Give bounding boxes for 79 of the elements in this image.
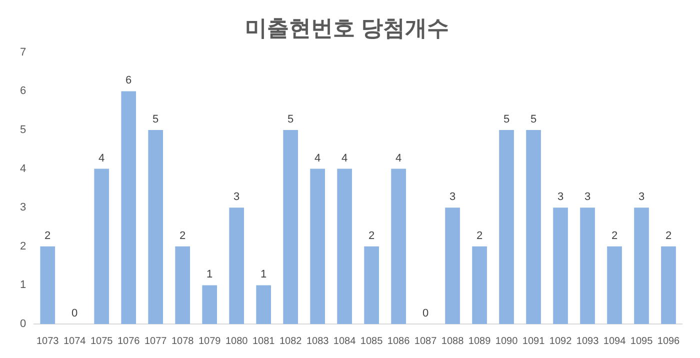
data-label: 5	[530, 114, 537, 126]
x-tick-label: 1075	[90, 336, 114, 347]
chart-title: 미출현번호 당첨개수	[244, 15, 450, 40]
bar	[175, 246, 190, 324]
bar	[94, 168, 110, 324]
bar	[229, 208, 244, 324]
data-label: 3	[638, 191, 645, 204]
x-tick-label: 1090	[495, 336, 518, 347]
data-label: 3	[557, 191, 564, 204]
bar	[283, 130, 298, 324]
x-tick-label: 1079	[198, 336, 222, 347]
data-label: 5	[288, 114, 294, 126]
x-tick-label: 1089	[468, 336, 492, 347]
bar	[580, 208, 595, 324]
bar	[40, 246, 56, 324]
x-tick-label: 1085	[360, 336, 384, 347]
bar	[661, 246, 676, 324]
x-tick-label: 1092	[549, 336, 572, 347]
x-tick-label: 1088	[441, 336, 464, 347]
bar	[121, 91, 136, 324]
data-label: 0	[72, 308, 78, 320]
x-tick-label: 1081	[252, 336, 276, 347]
y-tick-label: 6	[20, 85, 26, 98]
bar	[445, 208, 460, 324]
data-label: 3	[584, 191, 591, 204]
data-label: 1	[206, 268, 213, 281]
x-tick-label: 1091	[522, 336, 546, 347]
data-label: 5	[152, 114, 159, 126]
data-label: 2	[476, 230, 483, 242]
data-label: 2	[180, 230, 186, 242]
x-tick-label: 1095	[630, 336, 654, 347]
x-tick-label: 1080	[225, 336, 248, 347]
bar	[310, 168, 325, 324]
data-label: 4	[342, 152, 348, 164]
bar	[202, 285, 218, 324]
data-label: 5	[503, 114, 510, 126]
data-label: 2	[368, 230, 375, 242]
bar	[526, 130, 541, 324]
x-tick-label: 1093	[576, 336, 600, 347]
bar	[607, 246, 622, 324]
x-tick-label: 1083	[306, 336, 330, 347]
data-label: 1	[260, 268, 267, 281]
y-tick-label: 4	[20, 162, 26, 175]
bar	[472, 246, 487, 324]
x-tick-label: 1077	[144, 336, 168, 347]
bar	[634, 208, 649, 324]
x-tick-label: 1076	[117, 336, 140, 347]
data-label: 2	[665, 230, 672, 242]
data-label: 0	[422, 308, 429, 320]
y-tick-label: 0	[20, 318, 26, 330]
bar	[391, 168, 406, 324]
bar	[364, 246, 379, 324]
y-tick-label: 3	[20, 202, 26, 214]
y-tick-label: 1	[20, 279, 26, 292]
data-label: 2	[611, 230, 618, 242]
bar	[553, 208, 568, 324]
x-tick-label: 1073	[36, 336, 60, 347]
x-tick-label: 1078	[171, 336, 194, 347]
bar	[256, 285, 271, 324]
x-tick-label: 1087	[414, 336, 438, 347]
x-tick-label: 1094	[603, 336, 626, 347]
x-tick-label: 1084	[333, 336, 356, 347]
data-label: 4	[98, 152, 105, 164]
x-tick-label: 1074	[63, 336, 86, 347]
data-label: 3	[449, 191, 456, 204]
data-label: 2	[44, 230, 51, 242]
x-tick-label: 1096	[657, 336, 680, 347]
data-label: 6	[126, 74, 132, 87]
y-tick-label: 7	[20, 46, 26, 58]
data-label: 3	[234, 191, 240, 204]
bar	[337, 168, 352, 324]
data-label: 4	[314, 152, 321, 164]
x-tick-label: 1086	[387, 336, 410, 347]
bar	[499, 130, 514, 324]
y-tick-label: 2	[20, 240, 26, 252]
y-tick-label: 5	[20, 124, 26, 136]
data-label: 4	[395, 152, 402, 164]
bar	[148, 130, 164, 324]
x-tick-label: 1082	[279, 336, 302, 347]
